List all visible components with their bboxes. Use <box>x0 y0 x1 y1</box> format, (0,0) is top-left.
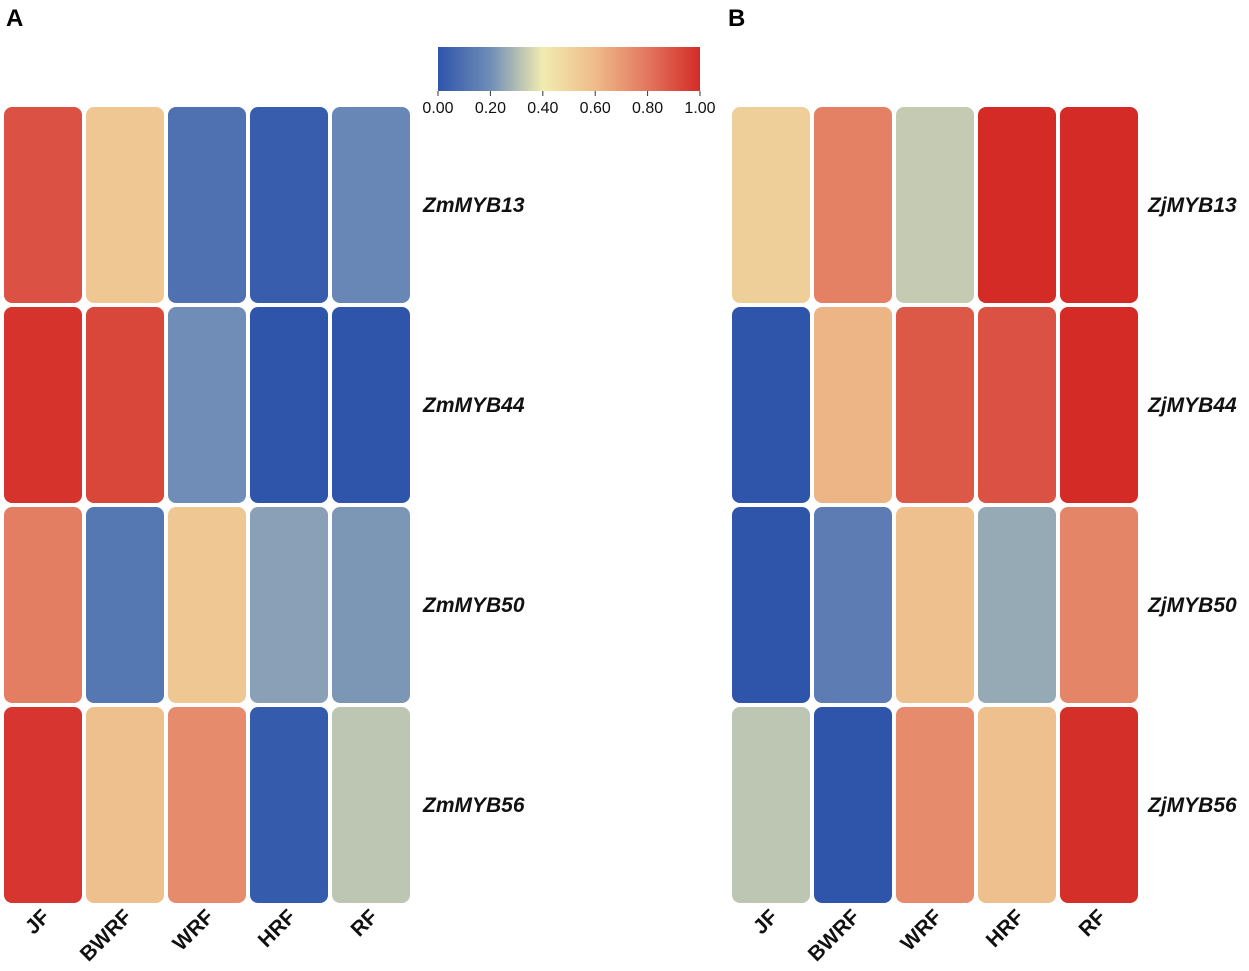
column-label: HRF <box>254 905 301 952</box>
heatmap-cell <box>86 307 164 503</box>
heatmap-cell <box>250 507 328 703</box>
colorbar-tick-label: 0.80 <box>632 100 663 117</box>
colorbar-tick-label: 1.00 <box>684 100 715 117</box>
column-label: RF <box>346 905 382 941</box>
heatmap-panel-b: B ZjMYB13 ZjMYB44 ZjMYB50 ZjMYB56 JF BWRF WRF HR… <box>728 5 1237 966</box>
heatmap-cell <box>332 307 410 503</box>
row-label: ZmMYB50 <box>422 594 525 617</box>
panel-label: B <box>728 5 745 32</box>
heatmap-cell <box>86 707 164 903</box>
heatmap-cell <box>1060 507 1138 703</box>
heatmap-cell <box>978 707 1056 903</box>
heatmap-cell <box>814 707 892 903</box>
heatmap-cell <box>732 307 810 503</box>
colorbar-gradient <box>438 47 700 91</box>
column-label: JF <box>749 905 783 939</box>
heatmap-cell <box>4 707 82 903</box>
heatmap-panel-a: A ZmMYB13 ZmMYB44 ZmMYB50 ZmMYB56 JF BWRF WRF HR… <box>4 5 525 966</box>
heatmap-cell <box>732 107 810 303</box>
heatmap-cell <box>896 107 974 303</box>
column-label: BWRF <box>76 905 137 966</box>
row-label: ZjMYB56 <box>1147 794 1237 817</box>
heatmap-cell <box>332 107 410 303</box>
heatmap-cell <box>814 307 892 503</box>
heatmap-cell <box>168 107 246 303</box>
heatmap-cell <box>86 107 164 303</box>
row-label: ZmMYB44 <box>422 394 525 417</box>
column-label: WRF <box>896 905 946 955</box>
heatmap-cell <box>1060 107 1138 303</box>
heatmap-cell <box>168 307 246 503</box>
heatmap-cell <box>332 707 410 903</box>
heatmap-cell <box>732 507 810 703</box>
colorbar: 0.00 0.20 0.40 0.60 0.80 1.00 <box>422 47 716 117</box>
row-label: ZjMYB13 <box>1147 194 1237 217</box>
heatmap-cell <box>168 507 246 703</box>
heatmap-cell <box>4 307 82 503</box>
heatmap-cell <box>1060 707 1138 903</box>
colorbar-tick-label: 0.00 <box>422 100 453 117</box>
heatmap-cell <box>1060 307 1138 503</box>
column-label: BWRF <box>804 905 865 966</box>
heatmap-cell <box>168 707 246 903</box>
row-label: ZjMYB50 <box>1147 594 1237 617</box>
heatmap-cell <box>978 507 1056 703</box>
heatmap-cell <box>86 507 164 703</box>
heatmap-cell <box>732 707 810 903</box>
heatmap-cell <box>814 107 892 303</box>
column-label: RF <box>1074 905 1110 941</box>
colorbar-tick-label: 0.20 <box>475 100 506 117</box>
colorbar-tick-label: 0.60 <box>580 100 611 117</box>
row-label: ZjMYB44 <box>1147 394 1237 417</box>
heatmap-cell <box>814 507 892 703</box>
panel-label: A <box>6 5 23 32</box>
heatmap-cell <box>332 507 410 703</box>
heatmap-cell <box>250 707 328 903</box>
column-label: WRF <box>168 905 218 955</box>
heatmap-cell <box>978 307 1056 503</box>
heatmap-cell <box>4 107 82 303</box>
heatmap-cell <box>896 707 974 903</box>
row-label: ZmMYB13 <box>422 194 525 217</box>
heatmap-cell <box>250 107 328 303</box>
heatmap-cell <box>4 507 82 703</box>
row-label: ZmMYB56 <box>422 794 525 817</box>
heatmap-cell <box>896 507 974 703</box>
heatmap-cell <box>896 307 974 503</box>
column-label: HRF <box>982 905 1029 952</box>
heatmap-cell <box>978 107 1056 303</box>
heatmap-cell <box>250 307 328 503</box>
column-label: JF <box>21 905 55 939</box>
colorbar-tick-label: 0.40 <box>527 100 558 117</box>
